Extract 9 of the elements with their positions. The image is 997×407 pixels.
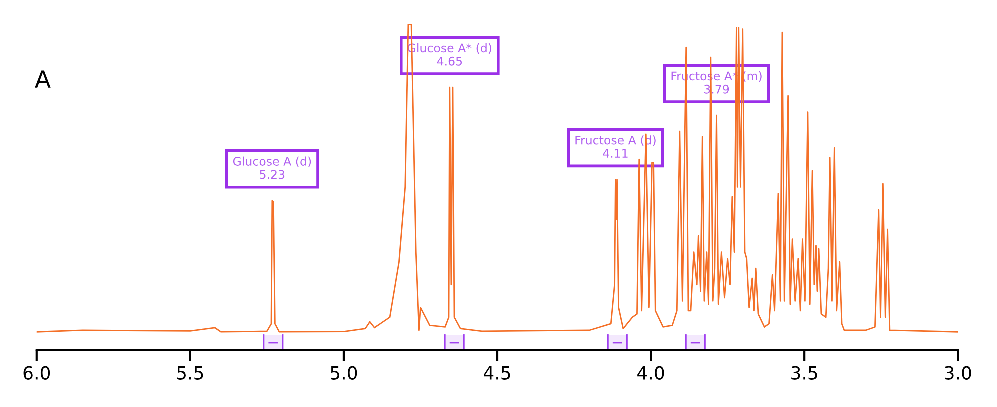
x-tick-label: 3.0 xyxy=(945,366,972,380)
text: A xyxy=(35,70,51,88)
x-tick-label: 5.0 xyxy=(331,366,358,380)
x-tick-label: 4.0 xyxy=(638,366,664,380)
x-tick-label: 3.5 xyxy=(792,366,818,380)
x-tick-label: 5.5 xyxy=(177,366,204,380)
x-tick-label: 4.5 xyxy=(484,366,510,380)
x-tick-label: 6.0 xyxy=(24,366,50,380)
annotation: Glucose A (d) 5.23 xyxy=(233,156,312,180)
